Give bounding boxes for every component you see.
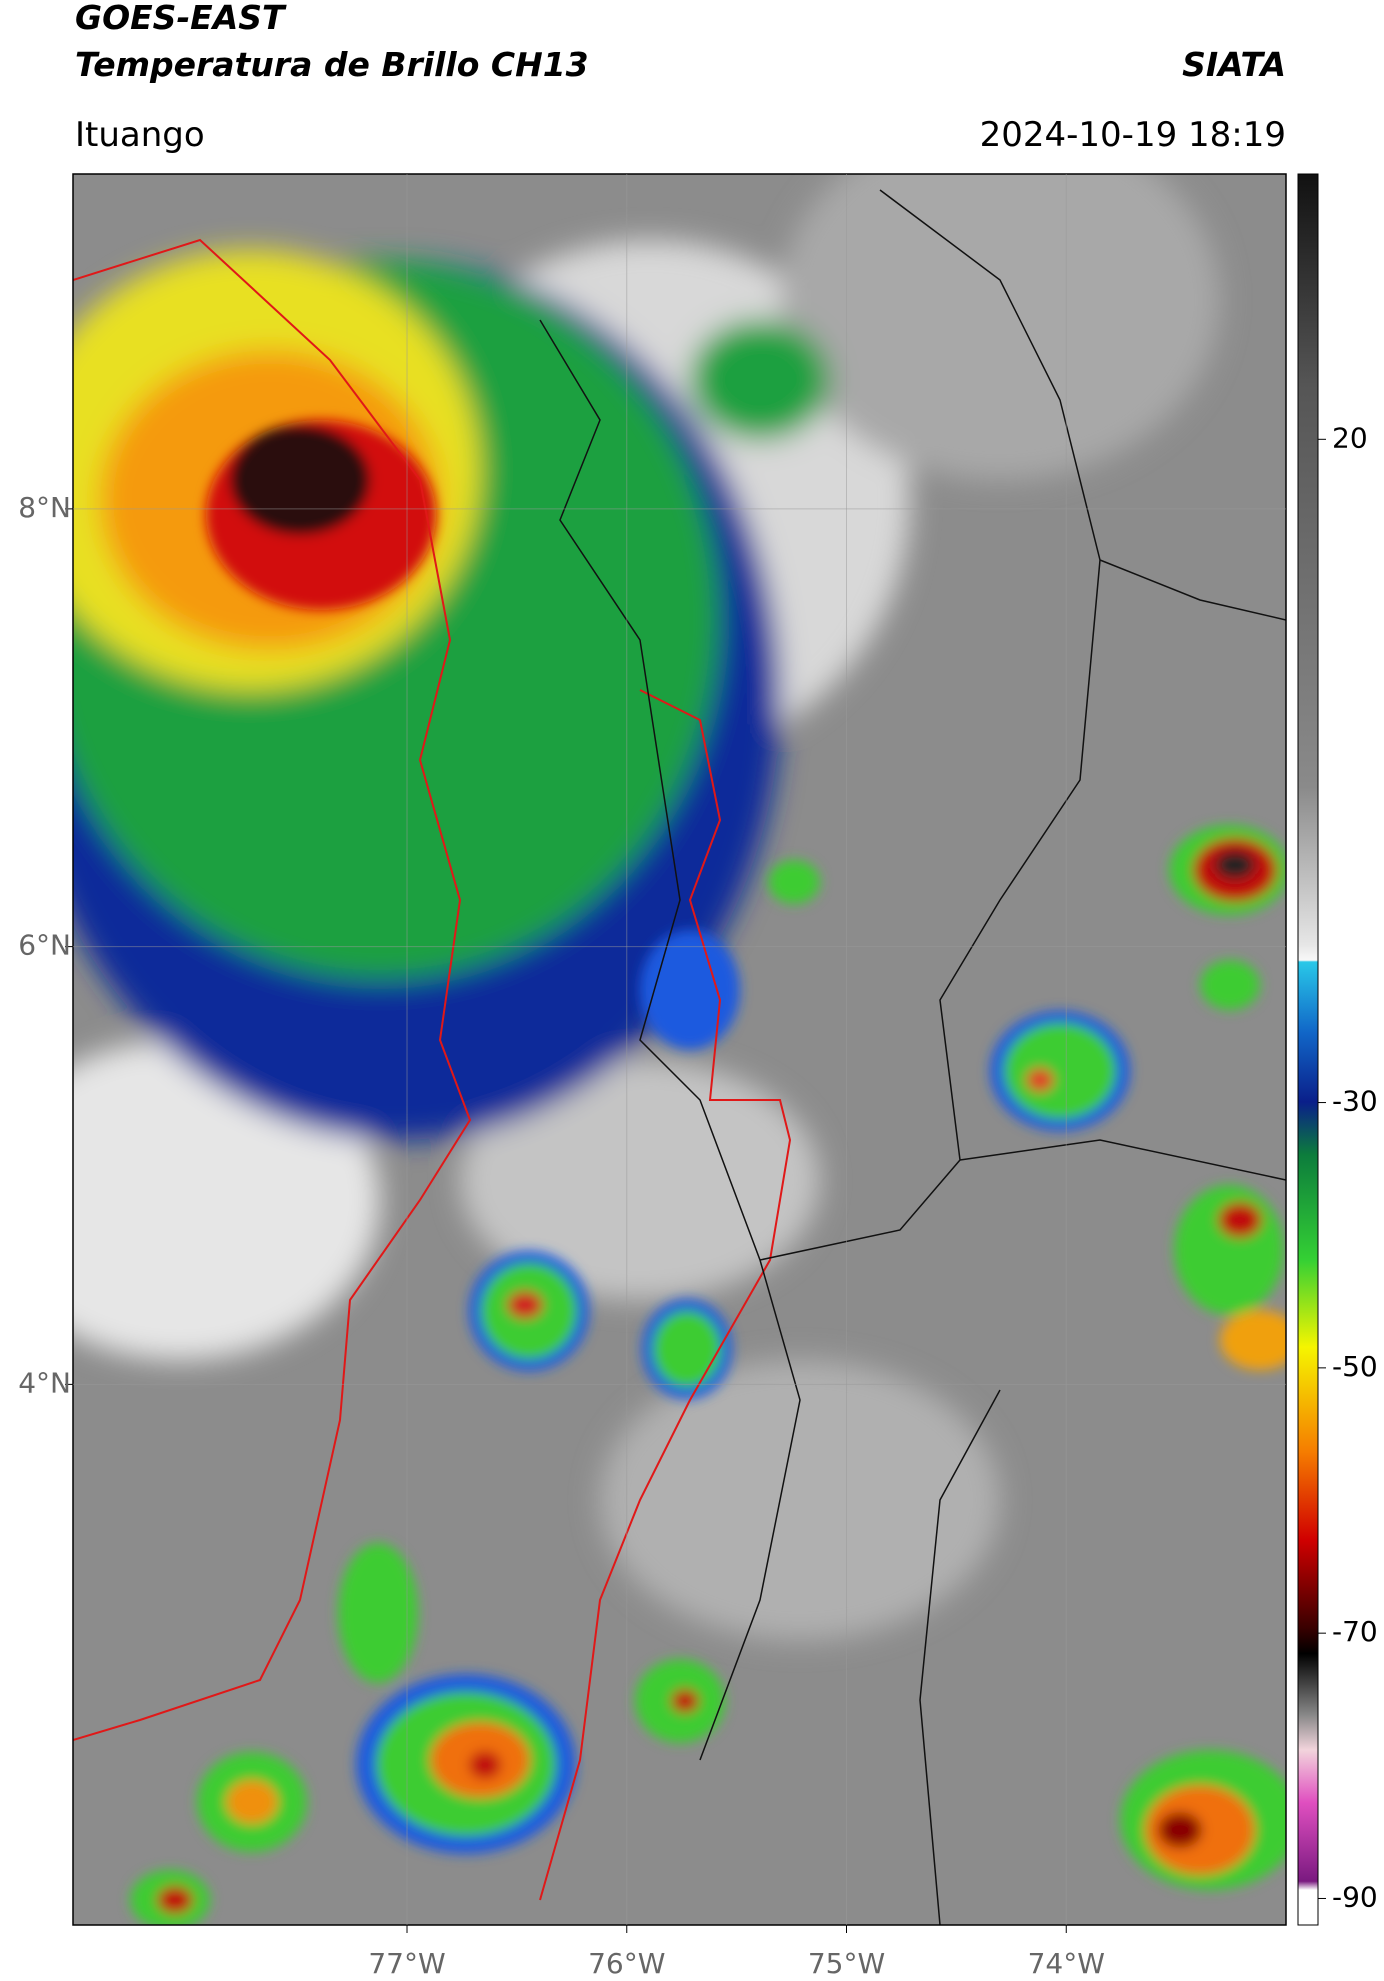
x-tick-label: 77°W	[368, 1947, 445, 1980]
colorbar	[1297, 173, 1319, 1926]
datetime-label: 2024-10-19 18:19	[979, 115, 1286, 155]
y-tick-label: 6°N	[18, 929, 71, 962]
satellite-title: GOES-EAST	[75, 0, 285, 37]
x-tick-label: 75°W	[808, 1947, 885, 1980]
y-tick-label: 4°N	[18, 1366, 71, 1399]
colorbar-tick-label: -30	[1332, 1085, 1378, 1118]
x-tick-label: 74°W	[1028, 1947, 1105, 1980]
product-title: Temperatura de Brillo CH13	[75, 45, 589, 84]
colorbar-tick-label: -50	[1332, 1350, 1378, 1383]
source-label: SIATA	[1182, 45, 1286, 84]
y-tick-label: 8°N	[18, 491, 71, 524]
colorbar-tick-label: -90	[1332, 1880, 1378, 1913]
x-tick-label: 76°W	[588, 1947, 665, 1980]
map-frame	[72, 173, 1287, 1926]
satellite-imagery	[73, 174, 1286, 1925]
location-label: Ituango	[75, 115, 205, 155]
colorbar-tick-label: -70	[1332, 1615, 1378, 1648]
colorbar-tick-label: 20	[1332, 421, 1368, 454]
